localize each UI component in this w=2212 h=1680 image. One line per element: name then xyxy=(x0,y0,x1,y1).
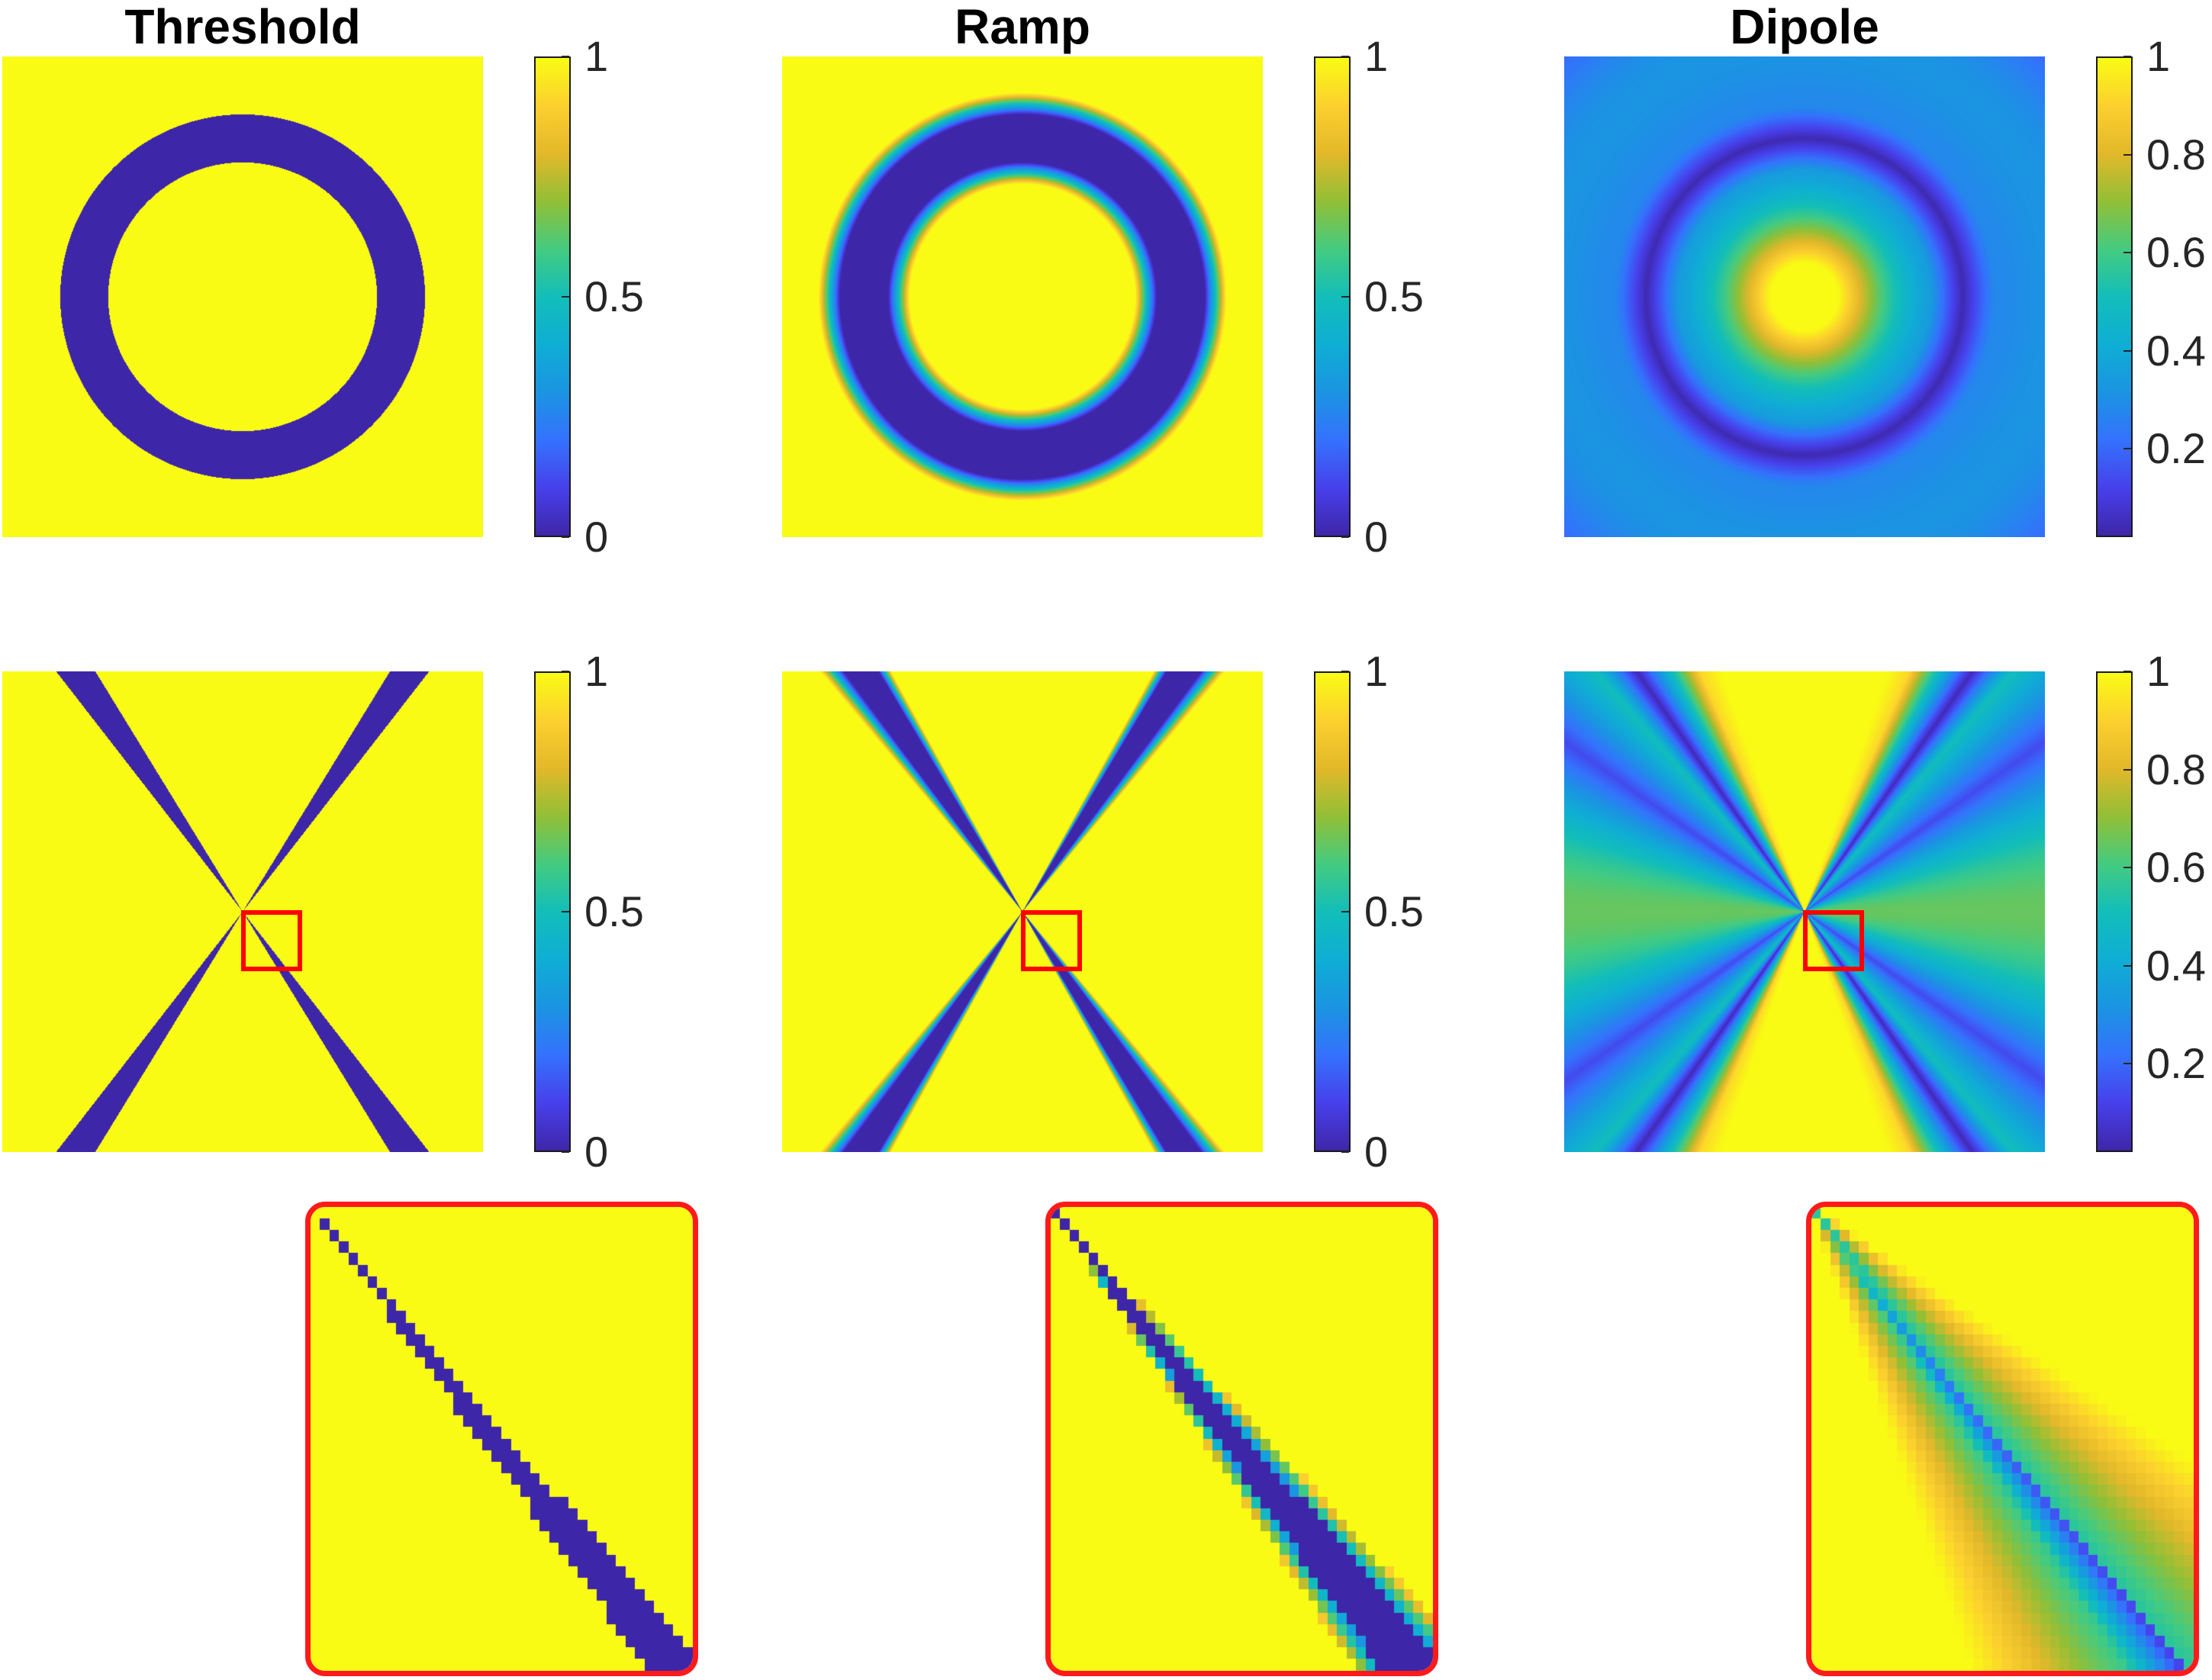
colorbar-dipole-ring xyxy=(2096,56,2133,537)
dipole-ring-heatmap xyxy=(1564,56,2045,537)
colorbar-tick-mark xyxy=(1341,911,1349,912)
colorbar-tick-mark xyxy=(1341,536,1349,538)
colorbar-tick-mark xyxy=(2123,964,2131,967)
colorbar-tick-mark xyxy=(1341,671,1349,672)
zoom-inset-dipole xyxy=(1806,1202,2199,1676)
colorbar-tick-label: 0.6 xyxy=(2146,843,2206,892)
ramp-cone-heatmap xyxy=(782,671,1263,1152)
zoom-heatmap-dipole xyxy=(1811,1207,2194,1671)
zoom-inset-threshold xyxy=(305,1202,698,1676)
colorbar-tick-label: 0.5 xyxy=(1364,887,1424,935)
column-title-threshold: Threshold xyxy=(124,0,361,54)
colorbar-tick-label: 0.2 xyxy=(2146,1039,2206,1088)
colorbar-tick-label: 1 xyxy=(1364,32,1389,80)
colorbar-tick-label: 1 xyxy=(2146,647,2171,695)
column-title-dipole: Dipole xyxy=(1730,0,1879,54)
colorbar-tick-label: 0.5 xyxy=(1364,272,1424,320)
dipole-cone-heatmap xyxy=(1564,671,2045,1152)
zoom-heatmap-threshold xyxy=(311,1207,693,1671)
colorbar-tick-mark xyxy=(2123,768,2131,771)
colorbar-tick-mark xyxy=(1341,56,1349,57)
colorbar-tick-label: 0.2 xyxy=(2146,424,2206,473)
colorbar-tick-label: 0.4 xyxy=(2146,941,2206,990)
colorbar-tick-mark xyxy=(2123,56,2131,57)
colorbar-tick-mark xyxy=(2123,349,2131,352)
colorbar-tick-mark xyxy=(562,911,569,912)
colorbar-tick-label: 0.8 xyxy=(2146,745,2206,793)
colorbar-tick-mark xyxy=(1341,296,1349,298)
colorbar-tick-label: 1 xyxy=(584,32,609,80)
colorbar-tick-label: 0.8 xyxy=(2146,130,2206,179)
colorbar-tick-mark xyxy=(562,296,569,298)
colorbar-tick-label: 0 xyxy=(584,1128,609,1176)
colorbar-tick-label: 0 xyxy=(1364,1128,1389,1176)
column-title-ramp: Ramp xyxy=(955,0,1090,54)
colorbar-tick-mark xyxy=(2123,1063,2131,1065)
colorbar-tick-label: 0.5 xyxy=(584,887,644,935)
colorbar-tick-mark xyxy=(1341,1151,1349,1153)
colorbar-tick-mark xyxy=(2123,671,2131,672)
threshold-ring-heatmap xyxy=(2,56,483,537)
colorbar-tick-label: 0.4 xyxy=(2146,326,2206,375)
colorbar-tick-mark xyxy=(562,56,569,57)
colorbar-tick-mark xyxy=(2123,252,2131,254)
colorbar-tick-label: 1 xyxy=(2146,32,2171,80)
zoom-inset-ramp xyxy=(1045,1202,1438,1676)
colorbar-tick-label: 1 xyxy=(584,647,609,695)
colorbar-tick-label: 0.5 xyxy=(584,272,644,320)
colorbar-tick-mark xyxy=(562,1151,569,1153)
colorbar-dipole-cone xyxy=(2096,671,2133,1152)
colorbar-tick-mark xyxy=(562,536,569,538)
colorbar-tick-label: 0 xyxy=(1364,513,1389,561)
zoom-heatmap-ramp xyxy=(1051,1207,1433,1671)
colorbar-tick-label: 1 xyxy=(1364,647,1389,695)
threshold-cone-heatmap xyxy=(2,671,483,1152)
colorbar-tick-label: 0 xyxy=(584,513,609,561)
colorbar-tick-mark xyxy=(2123,867,2131,869)
colorbar-tick-label: 0.6 xyxy=(2146,228,2206,277)
colorbar-tick-mark xyxy=(562,671,569,672)
colorbar-tick-mark xyxy=(2123,448,2131,450)
ramp-ring-heatmap xyxy=(782,56,1263,537)
colorbar-tick-mark xyxy=(2123,153,2131,156)
